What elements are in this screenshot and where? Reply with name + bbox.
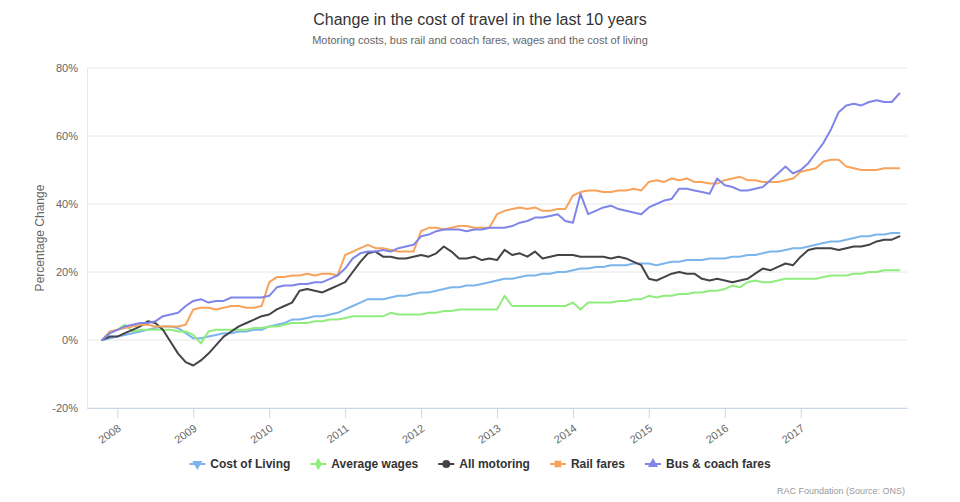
- grid-line: [87, 136, 907, 137]
- legend-label: Average wages: [331, 457, 418, 471]
- x-tick: 2017: [779, 408, 806, 446]
- x-tick: 2016: [703, 408, 730, 446]
- x-tick-mark: [573, 408, 574, 418]
- x-tick: 2011: [325, 408, 351, 445]
- y-tick-label: 60%: [56, 130, 78, 142]
- legend-marker: [648, 458, 658, 467]
- x-tick: 2015: [628, 408, 655, 446]
- x-tick-label: 2014: [552, 422, 579, 446]
- x-tick-mark: [421, 408, 422, 418]
- series-line: [102, 94, 899, 341]
- x-tick: 2009: [172, 408, 199, 446]
- y-tick-label: 80%: [56, 62, 78, 74]
- legend-item: All motoring: [438, 457, 530, 471]
- y-axis: -20% 0% 20% 40% 60% 80%: [52, 62, 87, 414]
- x-tick-label: 2008: [96, 422, 123, 446]
- x-tick-label: 2017: [779, 422, 806, 446]
- subtitle: Motoring costs, bus rail and coach fares…: [312, 34, 648, 46]
- x-tick: 2008: [96, 408, 123, 446]
- legend-label: Rail fares: [571, 457, 625, 471]
- x-tick-mark: [193, 408, 194, 418]
- y-tick-label: -20%: [52, 402, 78, 414]
- title: Change in the cost of travel in the last…: [313, 11, 647, 28]
- x-tick-label: 2010: [248, 422, 275, 446]
- y-tick: -20%: [52, 402, 87, 414]
- y-axis-line: [87, 69, 88, 409]
- grid-line: [87, 340, 907, 341]
- y-tick: 60%: [56, 130, 87, 142]
- grid-line: [87, 68, 907, 69]
- series-line: [102, 270, 899, 343]
- series-line: [102, 160, 899, 340]
- y-tick-label: 0%: [62, 334, 78, 346]
- x-tick: 2013: [476, 408, 503, 446]
- y-axis-title: Percentage Change: [33, 184, 47, 291]
- legend-item: Average wages: [310, 457, 418, 471]
- legend: Cost of Living Average wages All motoring R…: [189, 457, 771, 471]
- y-tick: 0%: [62, 334, 87, 346]
- grid: [87, 68, 907, 408]
- legend-label: Bus & coach fares: [666, 457, 771, 471]
- x-tick-mark: [649, 408, 650, 418]
- legend-marker: [555, 461, 562, 468]
- credit: RAC Foundation (Source: ONS): [777, 486, 905, 496]
- x-tick: 2010: [248, 408, 275, 446]
- legend-label: Cost of Living: [210, 457, 290, 471]
- x-tick: 2014: [552, 408, 579, 446]
- y-tick-label: 20%: [56, 266, 78, 278]
- x-tick-label: 2012: [400, 422, 427, 446]
- grid-line: [87, 204, 907, 205]
- chart: Change in the cost of travel in the last…: [0, 0, 960, 502]
- y-tick-label: 40%: [56, 198, 78, 210]
- x-tick-mark: [269, 408, 270, 418]
- legend-item: Cost of Living: [189, 457, 290, 471]
- y-tick: 40%: [56, 198, 87, 210]
- x-axis: 2008 2009 2010 2011 2012 2013 2014 2015 2016 2017: [88, 408, 908, 446]
- x-tick-label: 2013: [476, 422, 503, 446]
- x-tick-mark: [117, 408, 118, 418]
- legend-marker: [192, 461, 202, 470]
- legend-marker: [442, 460, 450, 468]
- x-tick-mark: [345, 408, 346, 418]
- legend-item: Bus & coach fares: [645, 457, 771, 471]
- x-tick-mark: [801, 408, 802, 418]
- legend-item: Rail fares: [550, 457, 625, 471]
- x-tick-mark: [497, 408, 498, 418]
- y-tick: 80%: [56, 62, 87, 74]
- x-tick-label: 2016: [703, 422, 730, 446]
- grid-line: [87, 272, 907, 273]
- legend-label: All motoring: [459, 457, 530, 471]
- x-tick: 2012: [400, 408, 427, 446]
- x-tick-mark: [725, 408, 726, 418]
- plot-lines: [102, 94, 899, 366]
- background: [0, 0, 960, 502]
- legend-marker: [315, 458, 322, 470]
- x-tick-label: 2015: [628, 422, 655, 446]
- x-tick-label: 2011: [325, 422, 351, 445]
- y-tick: 20%: [56, 266, 87, 278]
- series-line: [102, 233, 899, 340]
- x-tick-label: 2009: [172, 422, 199, 446]
